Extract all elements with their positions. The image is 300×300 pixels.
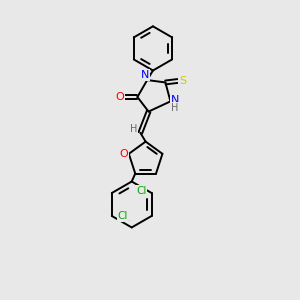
Text: Cl: Cl [118, 211, 128, 221]
Text: H: H [130, 124, 137, 134]
Text: S: S [179, 76, 186, 86]
Text: N: N [141, 70, 149, 80]
Text: O: O [116, 92, 124, 102]
Text: N: N [171, 95, 179, 105]
Text: Cl: Cl [136, 186, 146, 196]
Text: H: H [171, 103, 178, 113]
Text: O: O [119, 149, 128, 159]
